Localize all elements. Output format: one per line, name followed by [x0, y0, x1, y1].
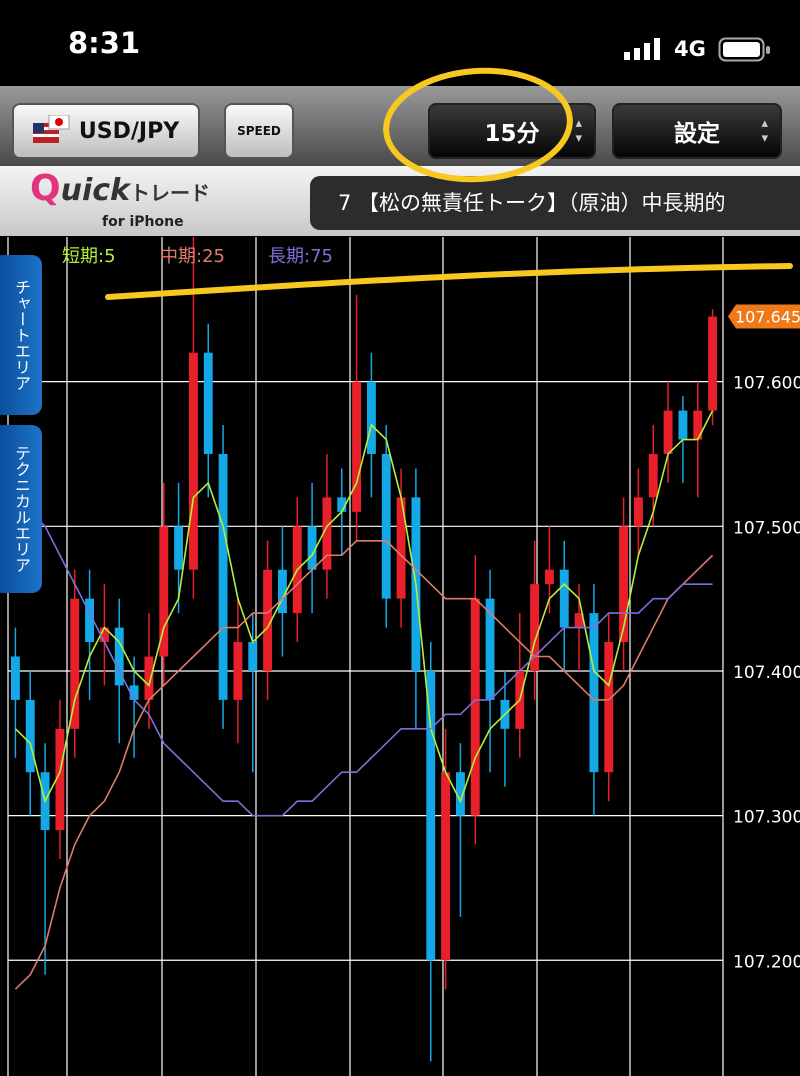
candle-body: [544, 569, 554, 585]
candle-body: [530, 584, 540, 671]
candle-body: [663, 410, 673, 454]
candle-body: [25, 699, 35, 773]
y-tick-label: 107.400: [733, 663, 800, 683]
settings-label: 設定: [674, 121, 720, 147]
candle-body: [203, 352, 213, 454]
moving-average-line: [14, 496, 713, 817]
candle-body: [233, 642, 243, 700]
y-tick-label: 107.200: [733, 952, 800, 972]
candle-body: [352, 381, 362, 512]
last-price-label: 107.645: [735, 308, 800, 327]
candle-body: [277, 569, 287, 614]
candle-body: [604, 642, 614, 773]
battery-icon: [718, 37, 770, 62]
legend-entry: 中期:25: [160, 246, 225, 267]
candle-body: [381, 453, 391, 599]
candle-body: [188, 352, 198, 570]
y-tick-label: 107.500: [733, 518, 800, 538]
logo-sub: for iPhone: [102, 214, 184, 230]
candle-body: [248, 642, 258, 671]
logo: Quickトレード: [30, 168, 210, 209]
candle-body: [648, 453, 658, 498]
candle-body: [263, 569, 273, 671]
candle-body: [129, 685, 139, 700]
candle-body: [619, 526, 629, 643]
last-price-marker: [728, 304, 800, 329]
legend-entry: 短期:5: [62, 246, 116, 267]
legend-entry: 長期:75: [268, 246, 333, 267]
candle-body: [99, 627, 109, 643]
chart: 107.200 107.300 107.400 107.500 107.600 短期:5 中…: [0, 237, 800, 1076]
logo-trade: トレード: [129, 181, 210, 205]
candle-body: [455, 772, 465, 816]
candle-body: [144, 656, 154, 700]
candle-body: [174, 526, 184, 570]
candle-body: [70, 598, 80, 729]
timeframe-button[interactable]: 15分 ▴ ▾: [428, 103, 596, 159]
candle-body: [396, 497, 406, 599]
news-ticker[interactable]: 7 【松の無責任トーク】（原油）中長期的: [310, 176, 800, 230]
candle-body: [441, 772, 451, 961]
flag-icon: [32, 115, 70, 143]
pair-button[interactable]: USD/JPY: [12, 103, 200, 159]
settings-button[interactable]: 設定 ▴ ▾: [612, 103, 782, 159]
candle-body: [159, 526, 169, 657]
candle-body: [114, 627, 124, 686]
logo-q: Q: [30, 168, 61, 209]
candle-body: [574, 613, 584, 628]
candle-body: [485, 598, 495, 700]
y-tick-label: 107.600: [733, 374, 800, 394]
technical-area-tab[interactable]: テクニカルエリア: [0, 425, 42, 593]
chart-area-tab[interactable]: チャートエリア: [0, 255, 42, 415]
y-tick-label: 107.300: [733, 808, 800, 828]
candle-body: [85, 598, 95, 643]
speed-label: SPEED: [237, 124, 281, 138]
candle-body: [337, 497, 347, 512]
candle-body: [366, 381, 376, 454]
candle-body: [633, 497, 643, 527]
candle-body: [693, 410, 703, 440]
timeframe-label: 15分: [484, 121, 540, 147]
candle-body: [470, 598, 480, 816]
candle-body: [218, 453, 228, 700]
candle-body: [708, 316, 718, 411]
candle-body: [678, 410, 688, 440]
pair-label: USD/JPY: [78, 118, 180, 144]
moving-average-line: [14, 410, 714, 804]
candle-body: [559, 569, 569, 628]
speed-button[interactable]: SPEED: [224, 103, 294, 159]
candle-body: [10, 656, 20, 700]
candle-body: [426, 670, 436, 961]
candle-body: [589, 613, 599, 773]
moving-average-line: [14, 539, 714, 990]
candle-body: [307, 526, 317, 570]
status-network: 4G: [674, 37, 706, 61]
candle-body: [322, 497, 332, 570]
status-time: 8:31: [68, 26, 141, 60]
candle-body: [55, 728, 65, 831]
signal-icon: [624, 38, 660, 60]
logo-uick: uick: [60, 173, 130, 208]
